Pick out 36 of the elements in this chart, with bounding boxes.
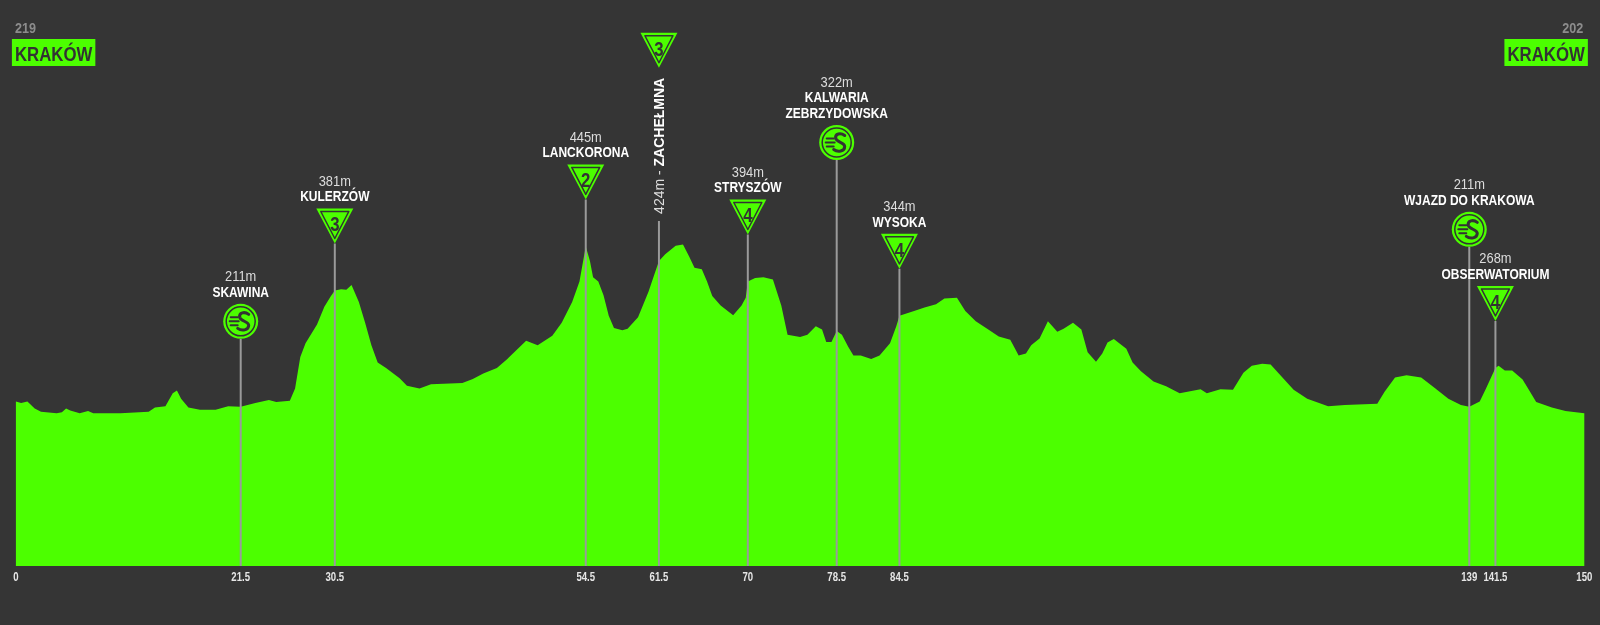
annotation: 268m — [1479, 250, 1512, 267]
text: 445m — [569, 129, 602, 146]
x-tick-label: 0 — [13, 569, 19, 584]
x-tick-label: 61.5 — [649, 569, 669, 584]
text: KALWARIA ZEBRZYDOWSKA — [785, 89, 889, 122]
x-tick-label: 141.5 — [1483, 569, 1508, 584]
text: 2 — [581, 168, 591, 192]
annotation: 4 — [894, 238, 905, 262]
text: 202 — [1562, 20, 1584, 37]
x-tick-label: 30.5 — [325, 569, 345, 584]
x-tick-label: 54.5 — [576, 569, 596, 584]
x-tick-label: 78.5 — [827, 569, 847, 584]
annotation: 4 — [1490, 290, 1501, 314]
text: 394m — [731, 164, 764, 181]
text: 381m — [318, 173, 351, 190]
annotation: OBSERWATORIUM — [1441, 265, 1550, 283]
text: WJAZD DO KRAKOWA — [1403, 191, 1535, 209]
text: 211m — [1453, 176, 1485, 193]
text: 4 — [743, 203, 753, 227]
text: 344m — [883, 198, 916, 215]
text: 3 — [330, 212, 340, 236]
x-tick-label: 150 — [1576, 569, 1593, 584]
text: 322m — [820, 74, 853, 91]
x-tick-label: 84.5 — [890, 569, 909, 584]
x-tick-label: 21.5 — [231, 569, 251, 584]
text: STRYSZÓW — [714, 179, 782, 196]
x-tick-label: 70 — [742, 569, 754, 584]
text: KULERZÓW — [300, 188, 370, 205]
annotation: SKAWINA — [212, 283, 270, 301]
text: 3 — [654, 37, 664, 61]
text: WYSOKA — [872, 213, 927, 231]
x-tick-label: 139 — [1461, 569, 1478, 584]
text: 219 — [14, 20, 36, 37]
text: LANCKORONA — [542, 144, 630, 161]
annotation: 211m — [225, 268, 257, 285]
text: 424m - ZACHEŁMNA — [650, 77, 667, 214]
